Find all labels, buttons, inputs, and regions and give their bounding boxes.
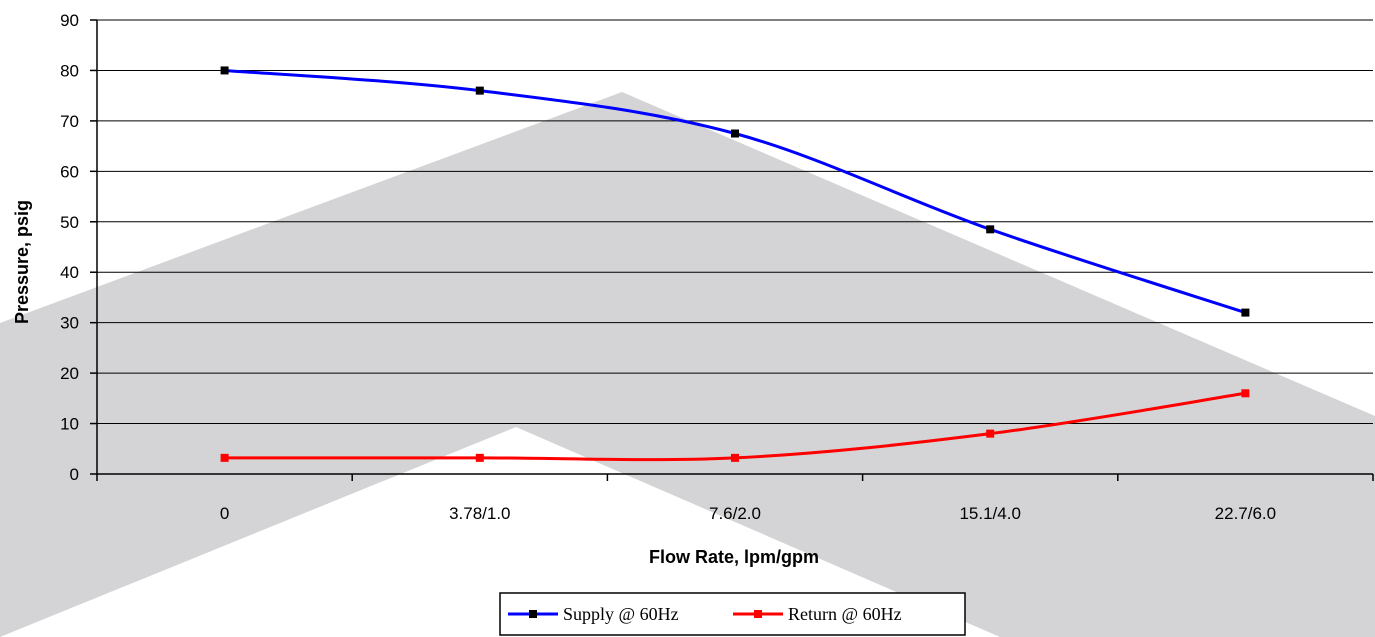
- y-tick-label: 0: [70, 465, 79, 484]
- y-tick-label: 40: [60, 263, 79, 282]
- data-point-supply: [986, 225, 995, 234]
- data-point-return: [220, 453, 229, 462]
- y-tick-label: 30: [60, 314, 79, 333]
- y-tick-label: 20: [60, 364, 79, 383]
- x-axis-ticks: 0 3.78/1.0 7.6/2.0 15.1/4.0 22.7/6.0: [96, 474, 1374, 523]
- axes: [96, 20, 1373, 475]
- y-tick-label: 50: [60, 213, 79, 232]
- x-tick-label: 15.1/4.0: [959, 504, 1020, 523]
- y-tick-label: 10: [60, 415, 79, 434]
- watermark-logo: [0, 92, 1375, 637]
- y-axis-label: Pressure, psig: [12, 200, 32, 324]
- x-tick-label: 22.7/6.0: [1215, 504, 1276, 523]
- data-point-supply: [731, 129, 739, 138]
- x-tick-label: 7.6/2.0: [709, 504, 761, 523]
- legend: Supply @ 60Hz Return @ 60Hz: [499, 592, 966, 636]
- y-tick-label: 60: [60, 162, 79, 181]
- legend-label-return: Return @ 60Hz: [788, 604, 902, 624]
- data-point-supply: [220, 66, 229, 75]
- data-point-return: [731, 453, 739, 462]
- legend-box: [499, 592, 966, 636]
- data-point-return: [986, 429, 995, 438]
- y-axis-ticks: 0 10 20 30 40 50 60 70 80 90: [60, 11, 97, 484]
- x-tick-label: 0: [220, 504, 229, 523]
- series-lines: [220, 66, 1250, 462]
- data-point-return: [1241, 389, 1250, 398]
- x-tick-label: 3.78/1.0: [449, 504, 510, 523]
- watermark-shape: [0, 92, 1375, 637]
- legend-marker-supply: [529, 610, 537, 618]
- y-tick-label: 90: [60, 11, 79, 30]
- data-point-supply: [1241, 308, 1250, 317]
- data-point-return: [475, 453, 484, 462]
- y-tick-label: 70: [60, 112, 79, 131]
- x-axis-label: Flow Rate, lpm/gpm: [649, 547, 819, 567]
- data-point-supply: [475, 86, 484, 95]
- legend-label-supply: Supply @ 60Hz: [563, 604, 679, 624]
- gridlines: [97, 19, 1373, 425]
- y-tick-label: 80: [60, 61, 79, 80]
- legend-marker-return: [754, 610, 762, 618]
